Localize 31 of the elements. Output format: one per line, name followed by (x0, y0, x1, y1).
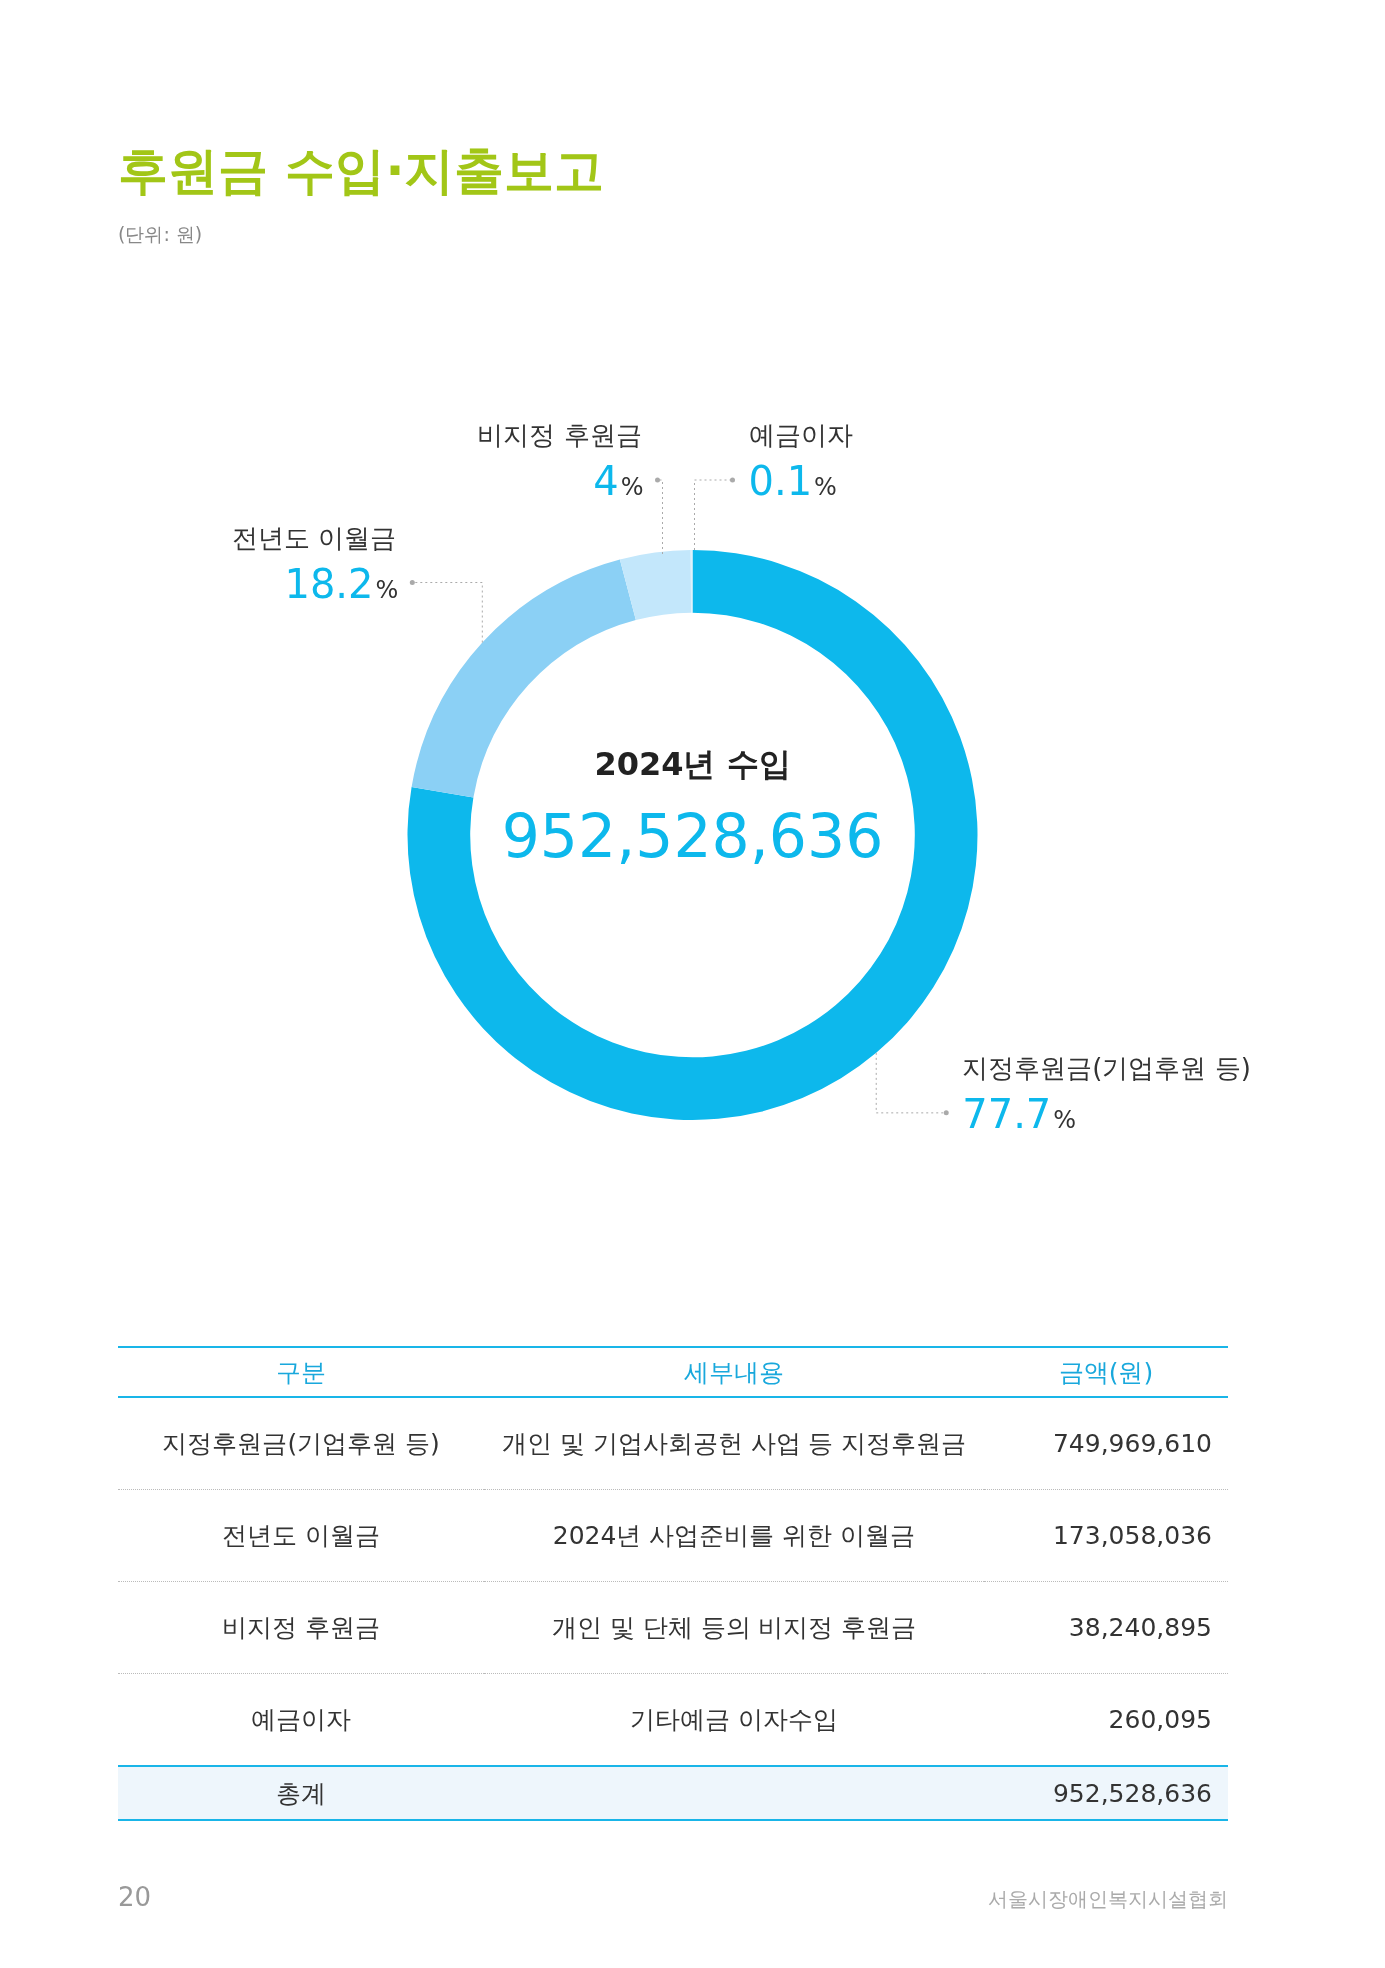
slice-label: 예금이자 (748, 420, 853, 450)
data-label: 0.1% (748, 458, 837, 504)
text: 749,969,610 (983, 1397, 1228, 1490)
text: 세부내용 (484, 1347, 984, 1397)
data-label: 4% (593, 458, 644, 504)
text: 서울시장애인복지시설협회 (988, 1886, 1228, 1913)
text: 2024년 사업준비를 위한 이월금 (484, 1489, 984, 1582)
text: 38,240,895 (983, 1581, 1228, 1674)
text: 금액(원) (983, 1347, 1228, 1397)
text: (단위: 원) (118, 222, 203, 247)
category-label: 지정후원금(기업후원 등) (162, 1429, 440, 1458)
text: 2024년 수입 (594, 745, 791, 784)
text: 기타예금 이자수입 (484, 1673, 984, 1766)
category-label: 비지정 후원금 (222, 1613, 381, 1642)
text: 개인 및 단체 등의 비지정 후원금 (484, 1581, 984, 1674)
category-label: 전년도 이월금 (222, 1521, 381, 1550)
slice-label: 비지정 후원금 (477, 420, 642, 450)
text: 952,528,636 (484, 1766, 1228, 1820)
text: 173,058,036 (983, 1489, 1228, 1582)
chart-title: 후원금 수입·지출보고 (118, 141, 605, 202)
text: 260,095 (983, 1673, 1228, 1766)
category-label: 예금이자 (251, 1705, 352, 1734)
text: 20 (118, 1882, 152, 1912)
text: 총계 (118, 1766, 485, 1820)
text: 952,528,636 (501, 800, 884, 871)
text: 개인 및 기업사회공헌 사업 등 지정후원금 (484, 1397, 984, 1490)
text: 구분 (118, 1347, 485, 1397)
slice-label: 지정후원금(기업후원 등) (962, 1052, 1251, 1083)
slice-label: 전년도 이월금 (232, 522, 397, 553)
data-label: 18.2% (284, 560, 399, 607)
data-label: 77.7% (962, 1090, 1077, 1137)
